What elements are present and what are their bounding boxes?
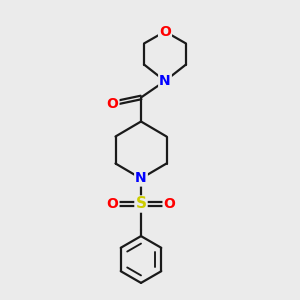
Text: N: N xyxy=(135,172,147,185)
Text: N: N xyxy=(159,74,171,88)
Text: O: O xyxy=(106,197,119,211)
Text: O: O xyxy=(164,197,175,211)
Text: S: S xyxy=(136,196,146,211)
Text: O: O xyxy=(159,25,171,38)
Text: O: O xyxy=(106,97,119,110)
